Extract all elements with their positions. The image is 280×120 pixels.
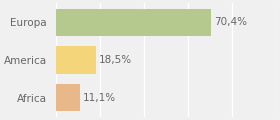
- Text: 11,1%: 11,1%: [83, 93, 116, 103]
- Bar: [56, 84, 80, 111]
- Bar: [56, 9, 211, 36]
- Bar: [56, 46, 97, 74]
- Text: 18,5%: 18,5%: [99, 55, 132, 65]
- Text: 70,4%: 70,4%: [214, 17, 247, 27]
